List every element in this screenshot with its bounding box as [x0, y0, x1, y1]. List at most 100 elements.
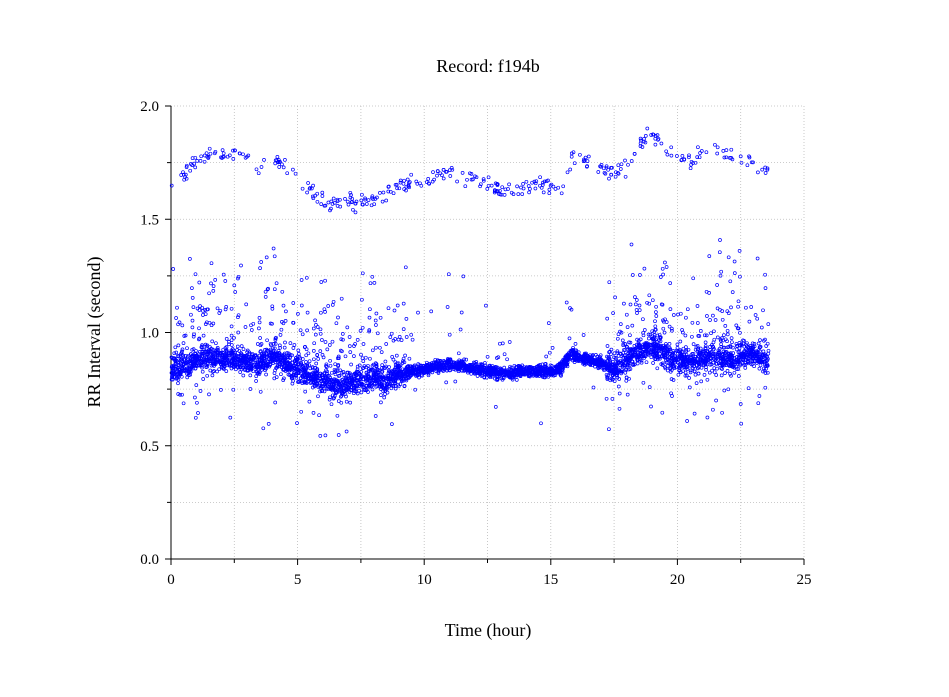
rr-point — [188, 359, 193, 364]
rr-point — [199, 351, 204, 356]
rr-outlier-point — [669, 326, 674, 331]
rr-outlier-point — [173, 345, 178, 350]
rr-upper-band-point — [380, 199, 385, 204]
rr-outlier-point — [259, 342, 264, 346]
rr-outlier-point — [284, 309, 288, 314]
rr-outlier-point — [198, 389, 203, 393]
rr-point — [741, 355, 746, 360]
rr-point — [651, 345, 656, 350]
rr-outlier-point — [604, 396, 609, 401]
rr-outlier-point — [335, 369, 340, 373]
rr-upper-band-point — [473, 174, 477, 179]
rr-outlier-point — [507, 340, 512, 344]
rr-point — [612, 361, 617, 366]
rr-upper-band-point — [665, 152, 670, 157]
rr-point — [171, 356, 176, 361]
rr-point — [736, 367, 741, 371]
rr-point — [364, 379, 368, 383]
rr-upper-band-point — [465, 177, 469, 182]
data-points — [169, 126, 771, 438]
rr-outlier-point — [641, 333, 646, 338]
rr-point — [644, 342, 649, 346]
rr-point — [665, 351, 669, 356]
rr-outlier-point — [712, 337, 717, 342]
rr-point — [436, 371, 441, 375]
rr-outlier-point — [485, 354, 490, 359]
rr-upper-band-point — [430, 179, 435, 184]
rr-outlier-point — [346, 370, 351, 375]
rr-point — [598, 356, 603, 361]
rr-outlier-point — [736, 299, 741, 304]
rr-point — [627, 367, 631, 372]
rr-upper-band-point — [640, 145, 645, 149]
rr-outlier-point — [368, 281, 373, 286]
rr-point — [590, 359, 595, 364]
rr-outlier-point — [696, 334, 701, 338]
rr-point — [359, 377, 363, 381]
rr-upper-band-point — [747, 154, 751, 159]
rr-point — [261, 365, 266, 370]
rr-outlier-point — [399, 338, 404, 342]
rr-outlier-point — [340, 332, 345, 336]
rr-outlier-point — [339, 400, 344, 405]
rr-outlier-point — [755, 316, 760, 321]
rr-outlier-point — [684, 315, 688, 320]
rr-upper-band-point — [184, 165, 189, 169]
rr-point — [227, 360, 231, 365]
rr-upper-band-point — [547, 191, 552, 196]
rr-outlier-point — [213, 278, 218, 282]
rr-point — [303, 389, 308, 394]
rr-point — [370, 387, 375, 392]
rr-upper-band-point — [643, 140, 648, 145]
rr-point — [651, 350, 655, 355]
rr-outlier-point — [629, 242, 634, 247]
rr-upper-band-point — [359, 198, 364, 203]
rr-point — [395, 375, 399, 379]
rr-outlier-point — [227, 340, 231, 344]
rr-outlier-point — [705, 314, 709, 318]
rr-outlier-point — [624, 375, 629, 380]
rr-upper-band-point — [645, 126, 650, 131]
rr-point — [588, 362, 592, 366]
rr-upper-band-point — [345, 199, 350, 204]
rr-point — [525, 371, 530, 376]
rr-point — [396, 384, 401, 389]
rr-outlier-point — [280, 320, 284, 324]
rr-point — [264, 355, 269, 360]
rr-point — [703, 346, 708, 351]
rr-point — [504, 369, 508, 373]
rr-outlier-point — [615, 336, 620, 341]
rr-outlier-point — [352, 354, 356, 358]
rr-point — [720, 351, 725, 356]
rr-outlier-point — [568, 306, 572, 310]
rr-point — [385, 390, 390, 395]
rr-outlier-point — [283, 340, 287, 345]
rr-upper-band-point — [450, 167, 455, 172]
rr-point — [713, 351, 717, 356]
rr-point — [354, 389, 359, 394]
rr-outlier-point — [703, 340, 708, 345]
rr-upper-band-point — [407, 180, 412, 184]
rr-point — [433, 361, 438, 366]
rr-upper-band-point — [697, 155, 702, 160]
rr-point — [333, 381, 338, 386]
rr-point — [434, 369, 439, 373]
rr-outlier-point — [190, 325, 195, 330]
rr-point — [172, 375, 176, 379]
rr-outlier-point — [726, 255, 731, 260]
rr-point — [728, 352, 733, 357]
rr-point — [205, 355, 210, 359]
rr-point — [765, 370, 770, 375]
rr-outlier-point — [324, 362, 329, 367]
rr-point — [722, 352, 727, 356]
rr-outlier-point — [223, 307, 228, 312]
rr-point — [760, 355, 765, 360]
rr-point — [604, 364, 609, 369]
rr-outlier-point — [172, 351, 177, 356]
rr-outlier-point — [174, 316, 178, 320]
rr-point — [277, 351, 282, 356]
rr-upper-band-point — [246, 153, 251, 158]
rr-outlier-point — [370, 274, 375, 279]
rr-outlier-point — [191, 334, 196, 339]
rr-point — [675, 360, 680, 365]
